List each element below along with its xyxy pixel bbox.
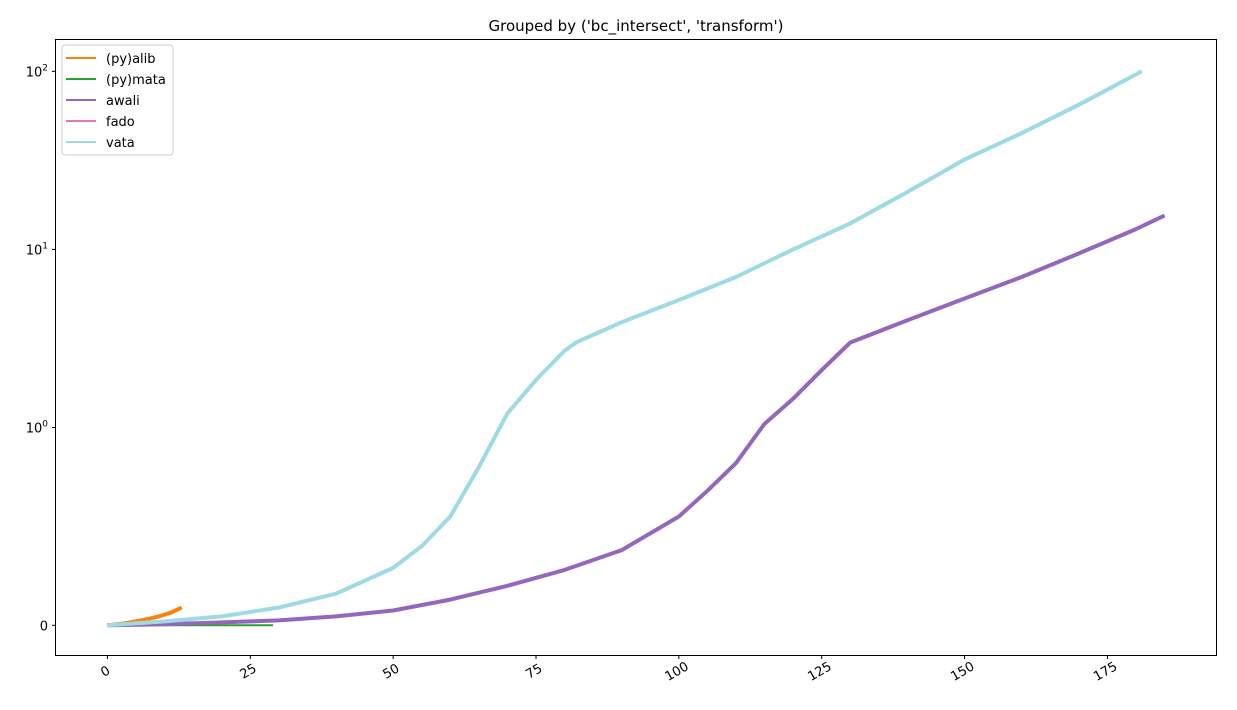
legend-label: (py)mata [106,73,166,88]
legend-label: fado [106,115,135,130]
y-axis: 0 100 101 102 [26,63,56,634]
legend-label: (py)alib [106,52,156,67]
y-tick-label: 100 [26,419,49,436]
series-layer [107,69,1166,628]
y-tick-label: 0 [40,619,48,634]
plot-frame [55,39,1217,656]
x-tick-label: 25 [238,661,260,682]
legend-label: vata [106,136,135,151]
chart-title: Grouped by ('bc_intersect', 'transform') [488,17,783,36]
legend: (py)alib (py)mata awali fado vata [61,44,174,156]
legend-box [61,44,174,156]
series-line-4 [107,69,1143,628]
x-axis: 0 25 50 75 100 125 150 175 [98,655,1120,685]
x-tick-label: 75 [523,661,545,682]
y-tick-label: 102 [26,63,48,80]
x-tick-label: 50 [380,661,402,682]
y-tick-label: 101 [26,241,48,258]
series-line-2 [107,213,1166,628]
legend-label: awali [106,94,140,109]
